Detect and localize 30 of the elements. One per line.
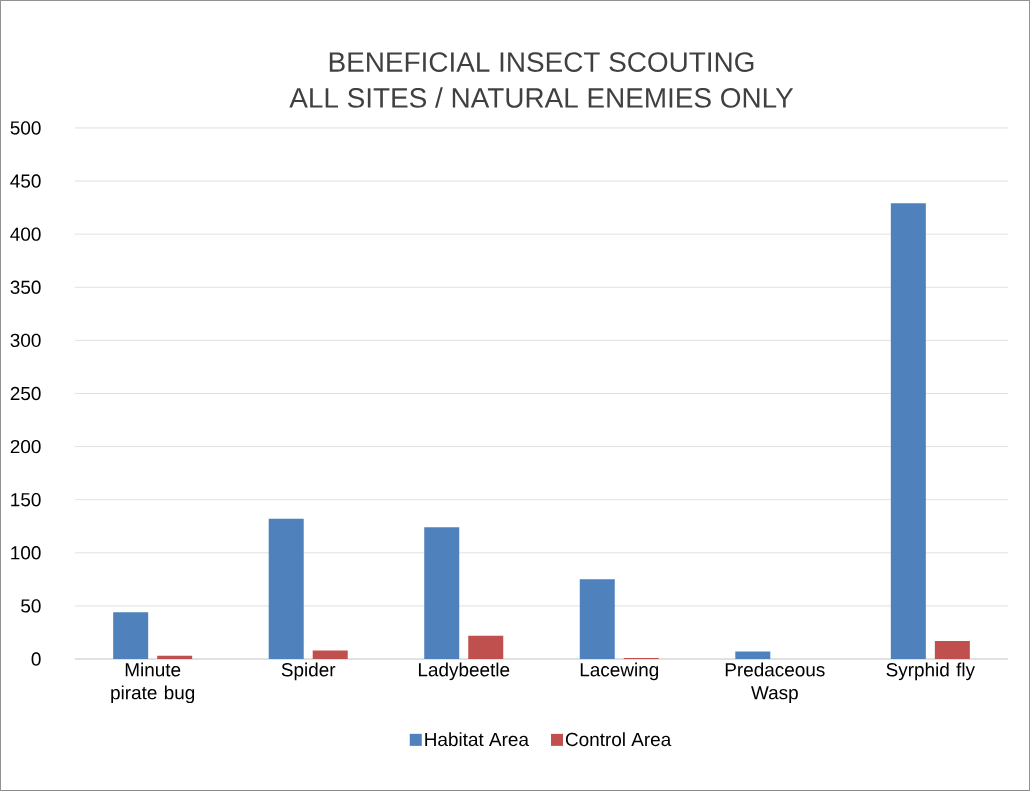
bar — [579, 579, 615, 660]
x-tick-label: Syrphid fly — [886, 662, 975, 681]
x-tick-label: Ladybeetle — [418, 662, 510, 681]
y-tick-label: 400 — [10, 227, 41, 241]
bar — [890, 203, 926, 660]
legend-label: Control Area — [565, 732, 672, 747]
bar — [268, 518, 304, 660]
x-tick-label: Predaceous Wasp — [725, 662, 825, 704]
bar — [934, 640, 970, 660]
chart-title: BENEFICIAL INSECT SCOUTING ALL SITES / NATURAL ENEMIES ONLY — [289, 52, 794, 108]
bar — [157, 655, 193, 660]
x-tick-label: Lacewing — [580, 662, 659, 681]
y-tick-label: 350 — [10, 280, 41, 294]
bar — [424, 527, 460, 660]
y-tick-label: 0 — [31, 652, 41, 666]
y-tick-label: 450 — [10, 174, 41, 188]
bar — [468, 635, 504, 660]
y-tick-label: 100 — [11, 546, 41, 560]
bar — [113, 612, 149, 660]
legend-label: Habitat Area — [425, 732, 529, 747]
bar — [312, 650, 348, 660]
y-tick-label: 50 — [21, 599, 41, 613]
x-tick-label: Minute pirate bug — [111, 662, 195, 704]
y-tick-label: 500 — [10, 121, 41, 135]
y-tick-label: 150 — [11, 493, 41, 507]
y-tick-label: 250 — [10, 386, 41, 401]
y-tick-label: 200 — [10, 439, 41, 454]
bar — [735, 651, 771, 660]
y-tick-label: 300 — [10, 333, 41, 348]
x-tick-label: Spider — [281, 662, 336, 681]
